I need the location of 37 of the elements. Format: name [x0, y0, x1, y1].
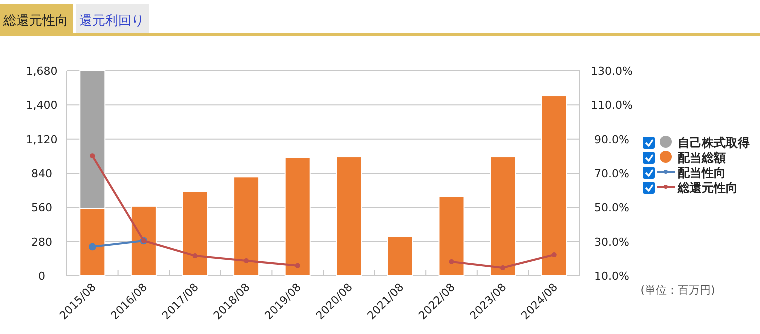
- y2-tick-label: 90.0%: [594, 133, 630, 146]
- bar: [130, 206, 157, 276]
- y-tick-label: 1,120: [26, 133, 58, 146]
- y-tick-label: 1,400: [26, 99, 58, 112]
- tabs: 総還元性向 還元利回り: [0, 4, 760, 36]
- bar: [284, 157, 311, 276]
- legend-label: 総還元性向: [677, 181, 738, 195]
- bar: [438, 196, 465, 276]
- legend-label: 配当総額: [678, 151, 726, 165]
- point: [500, 265, 506, 270]
- bar: [234, 176, 260, 276]
- y2-tick-label: 30.0%: [594, 236, 630, 249]
- point: [90, 154, 96, 159]
- y2-tick-label: 10.0%: [594, 270, 630, 283]
- y-tick-label: 840: [32, 168, 52, 180]
- point: [552, 252, 557, 258]
- point: [88, 243, 96, 251]
- y2-tick-label: 70.0%: [594, 168, 630, 180]
- y-tick-label: 280: [32, 236, 52, 249]
- y-tick-label: 1,680: [26, 65, 58, 78]
- y-tick-label: 560: [32, 202, 52, 215]
- y2-tick-label: 110.0%: [591, 99, 633, 112]
- legend-label: 自己株式取得: [678, 136, 750, 150]
- bar: [387, 236, 414, 276]
- bar: [541, 96, 568, 276]
- y2-tick-label: 50.0%: [594, 202, 630, 215]
- bar: [490, 156, 516, 276]
- bar: [336, 156, 362, 276]
- bar: [182, 191, 208, 276]
- point: [295, 263, 300, 268]
- point: [192, 254, 198, 259]
- point: [449, 259, 454, 264]
- y-tick-label: 0: [38, 270, 46, 283]
- text: (単位：百万円): [640, 284, 716, 297]
- legend-label: 配当性向: [678, 166, 726, 180]
- point: [244, 258, 250, 264]
- y2-tick-label: 130.0%: [591, 65, 633, 78]
